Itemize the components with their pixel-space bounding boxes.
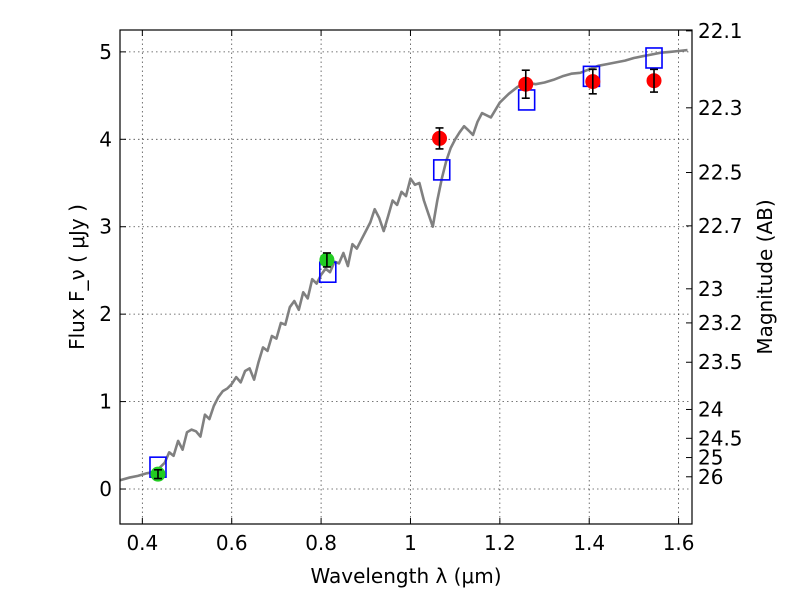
x-tick-label: 0.4 (126, 531, 158, 555)
magnitude-tick-label: 24 (698, 397, 723, 421)
magnitude-tick-label: 22.3 (698, 96, 743, 120)
model-point-square (432, 159, 451, 181)
model-point-square (645, 47, 663, 69)
magnitude-tick-label: 25 (698, 446, 723, 470)
magnitude-axis-label: Magnitude (AB) (753, 199, 777, 354)
y-tick-label: 5 (99, 40, 112, 64)
x-axis-ticks: 0.4 0.6 0.8 1 1.2 1.4 1.6 (126, 30, 695, 555)
spectrum-layer (119, 48, 688, 482)
x-tick-label: 1.4 (573, 531, 605, 555)
x-tick-label: 1 (404, 531, 417, 555)
magnitude-tick-label: 22.7 (698, 214, 743, 238)
y-axis-label: Flux F_ν ( μJy ) (65, 204, 89, 350)
magnitude-tick-label: 23.2 (698, 311, 743, 335)
x-axis-label: Wavelength λ (μm) (310, 564, 501, 588)
magnitude-tick-label: 22.1 (698, 19, 743, 43)
y-tick-label: 3 (99, 215, 112, 239)
y-tick-label: 1 (99, 390, 112, 414)
x-tick-label: 0.6 (216, 531, 248, 555)
x-tick-label: 1.6 (663, 531, 695, 555)
marker-layer (149, 47, 663, 482)
y-tick-label: 2 (99, 302, 112, 326)
y-tick-label: 4 (99, 127, 112, 151)
x-tick-label: 1.2 (484, 531, 516, 555)
grid (120, 30, 692, 524)
magnitude-tick-label: 23 (698, 277, 723, 301)
y-tick-label: 0 (99, 477, 112, 501)
magnitude-tick-label: 22.5 (698, 161, 743, 185)
y-axis-ticks: 0 1 2 3 4 5 (99, 40, 126, 501)
magnitude-tick-label: 24.5 (698, 426, 743, 450)
magnitude-tick-label: 23.5 (698, 350, 743, 374)
model-point-square (517, 89, 536, 111)
magnitude-tick-label: 26 (698, 465, 723, 489)
x-tick-label: 0.8 (305, 531, 337, 555)
spectrum-line (119, 48, 688, 482)
plot-frame (119, 29, 693, 525)
